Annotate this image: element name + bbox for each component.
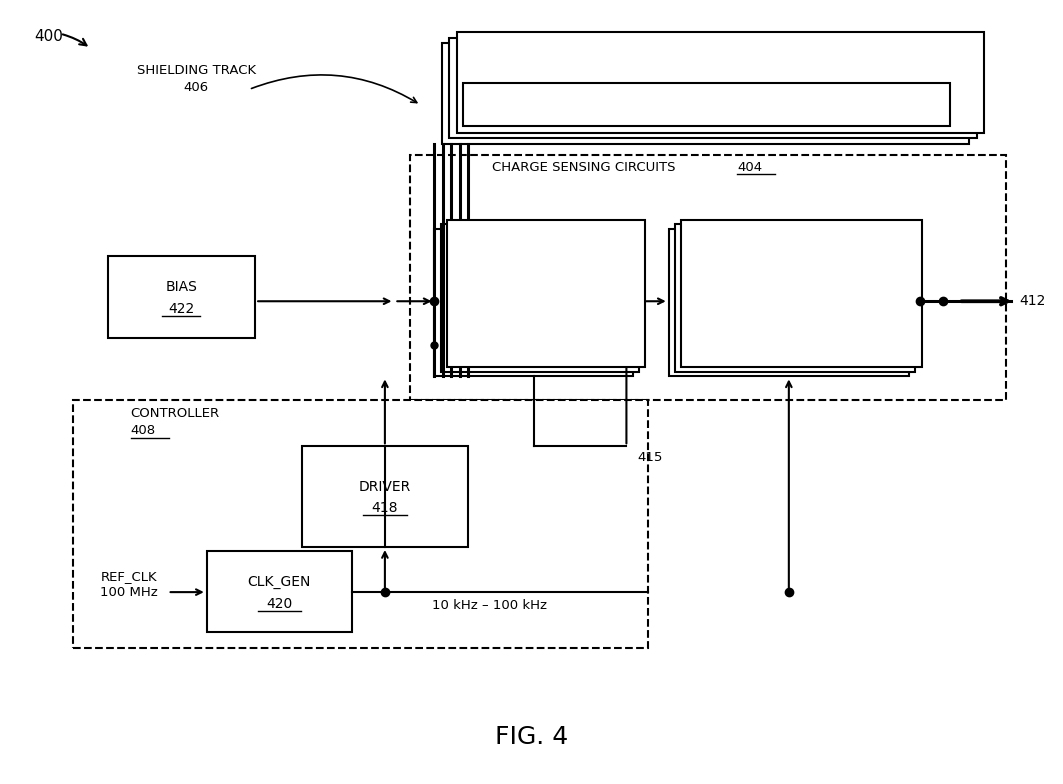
Text: DRIVER: DRIVER xyxy=(359,481,411,495)
Bar xyxy=(441,224,639,372)
Text: CLK_GEN: CLK_GEN xyxy=(248,575,311,589)
Text: 418: 418 xyxy=(372,501,399,515)
Bar xyxy=(675,224,915,372)
Text: SENSE CAPACITOR ELECTRODE: SENSE CAPACITOR ELECTRODE xyxy=(604,98,787,111)
Bar xyxy=(302,446,468,547)
Text: BIAS: BIAS xyxy=(166,281,198,294)
Text: 414: 414 xyxy=(521,309,546,323)
Text: 415: 415 xyxy=(637,452,662,464)
Text: 412: 412 xyxy=(1019,294,1046,308)
Bar xyxy=(450,38,977,138)
Text: 402: 402 xyxy=(841,70,865,83)
Bar xyxy=(206,551,352,633)
Bar xyxy=(107,256,255,338)
Text: FACIAL-TRACKING SENSOR: FACIAL-TRACKING SENSOR xyxy=(608,70,781,83)
Text: SD-ADCS: SD-ADCS xyxy=(502,288,566,302)
Text: 416: 416 xyxy=(776,309,803,323)
Text: CONTROLLER: CONTROLLER xyxy=(131,407,220,420)
Text: FIG. 4: FIG. 4 xyxy=(495,725,568,750)
Text: 100 MHz: 100 MHz xyxy=(100,586,157,599)
Bar xyxy=(435,229,632,376)
Bar xyxy=(410,155,1006,400)
Bar xyxy=(681,220,922,367)
Text: 420: 420 xyxy=(267,597,292,611)
Text: DIGITAL FILTERS: DIGITAL FILTERS xyxy=(732,288,845,302)
Bar xyxy=(448,220,645,367)
Bar xyxy=(457,32,984,133)
Text: 406: 406 xyxy=(184,81,208,93)
Text: REF_CLK: REF_CLK xyxy=(100,570,157,583)
Text: 400: 400 xyxy=(34,29,63,44)
Text: 10 kHz – 100 kHz: 10 kHz – 100 kHz xyxy=(432,599,546,612)
Bar xyxy=(442,43,969,143)
Text: 410: 410 xyxy=(846,98,868,111)
Text: 422: 422 xyxy=(168,302,195,316)
Text: SHIELDING TRACK: SHIELDING TRACK xyxy=(136,64,256,77)
Text: 404: 404 xyxy=(737,161,762,173)
Text: 408: 408 xyxy=(131,424,156,437)
Bar xyxy=(669,229,909,376)
Text: CHARGE SENSING CIRCUITS: CHARGE SENSING CIRCUITS xyxy=(492,161,676,173)
Bar xyxy=(72,400,647,648)
Bar xyxy=(463,83,950,126)
